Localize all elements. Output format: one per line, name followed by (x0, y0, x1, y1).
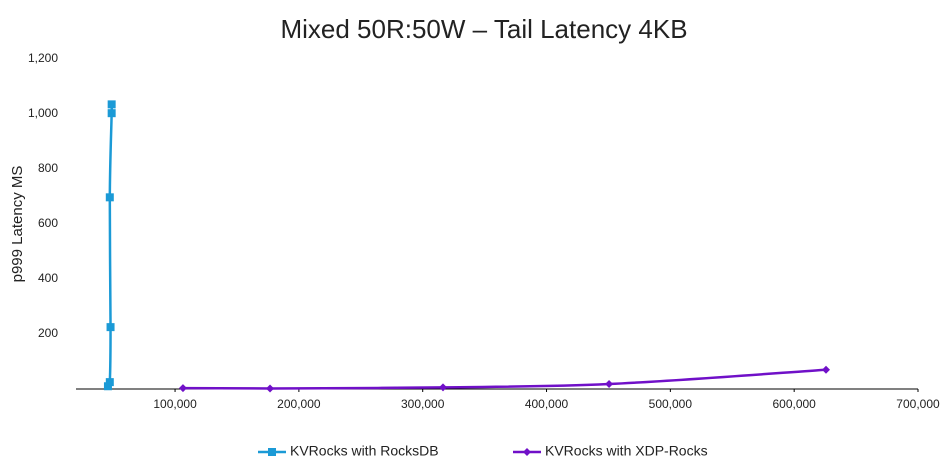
legend-label: KVRocks with RocksDB (290, 443, 439, 459)
y-tick-label: 400 (38, 271, 58, 285)
y-axis-title: p999 Latency MS (9, 166, 26, 283)
data-point (266, 384, 275, 393)
x-tick-label: 700,000 (896, 397, 940, 411)
x-tick-label: 100,000 (153, 397, 197, 411)
data-point (178, 384, 187, 393)
data-point (103, 382, 112, 391)
legend-marker (523, 448, 531, 456)
x-tick-label: 600,000 (772, 397, 816, 411)
x-tick-label: 500,000 (649, 397, 693, 411)
data-point (105, 378, 114, 387)
data-point (105, 193, 114, 202)
data-point (107, 100, 116, 109)
data-point (106, 323, 115, 332)
x-tick-label: 400,000 (525, 397, 569, 411)
y-tick-label: 200 (38, 326, 58, 340)
legend-marker (268, 448, 276, 456)
series-line (106, 102, 114, 389)
x-tick-label: 300,000 (401, 397, 445, 411)
data-point (107, 109, 116, 118)
y-tick-label: 1,200 (28, 51, 58, 65)
y-tick-label: 800 (38, 161, 58, 175)
data-point (439, 383, 448, 392)
series-line (182, 368, 827, 390)
x-tick-label: 200,000 (277, 397, 321, 411)
legend-label: KVRocks with XDP-Rocks (545, 443, 708, 459)
y-tick-label: 1,000 (28, 106, 58, 120)
y-tick-label: 600 (38, 216, 58, 230)
data-point (821, 365, 830, 374)
chart-title: Mixed 50R:50W – Tail Latency 4KB (280, 14, 687, 44)
data-point (605, 380, 614, 389)
